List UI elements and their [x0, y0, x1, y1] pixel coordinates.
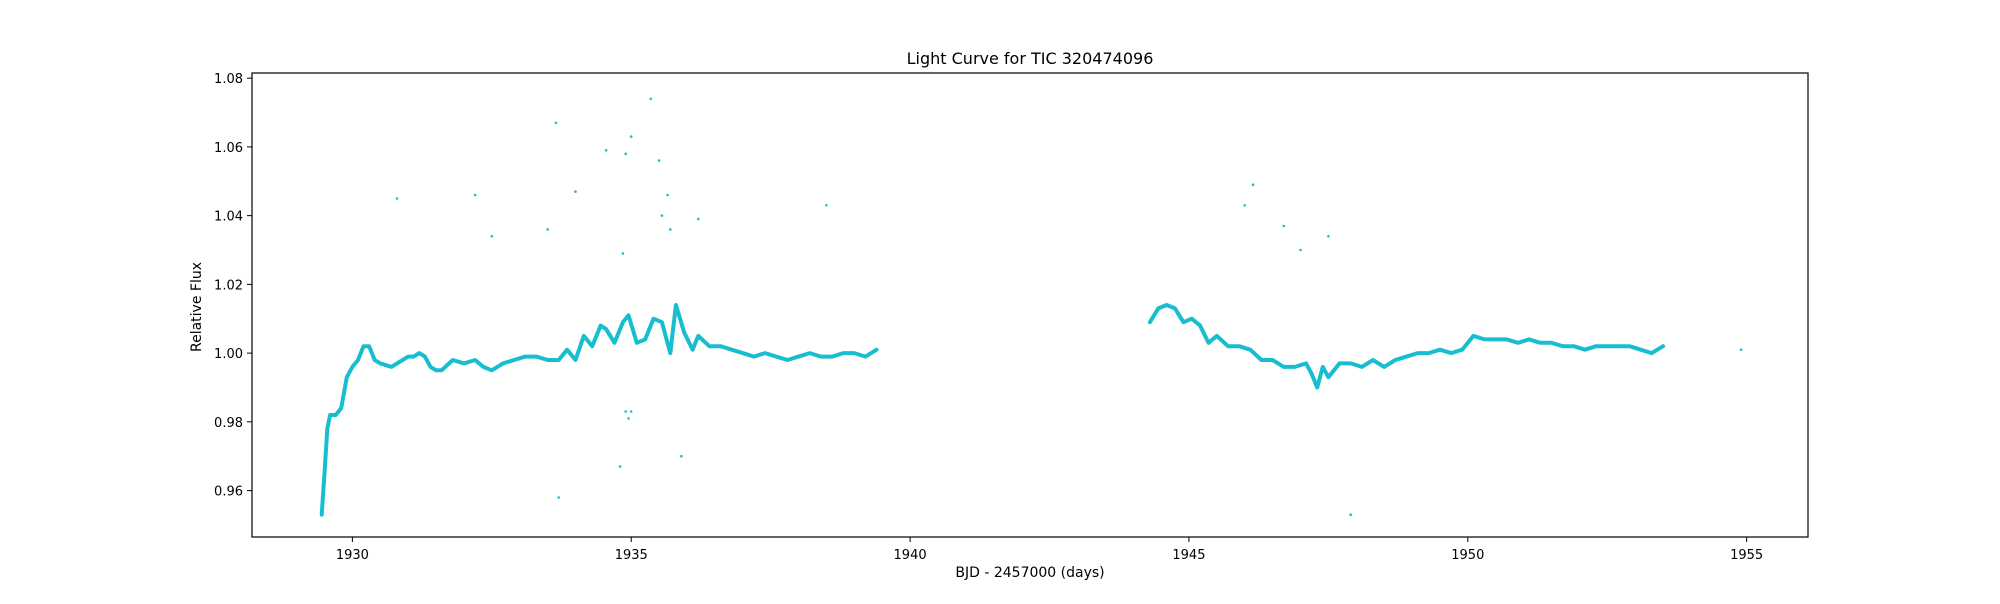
outlier-point	[395, 197, 399, 200]
x-tick-label: 1955	[1730, 548, 1763, 563]
outlier-point	[1739, 348, 1743, 352]
x-tick-label: 1935	[615, 548, 648, 563]
outlier-point	[473, 193, 477, 197]
outlier-point	[1282, 224, 1286, 228]
flux-trace-segment-2	[1147, 303, 1665, 390]
outlier-point	[657, 159, 661, 162]
outlier-point	[1327, 235, 1330, 238]
outlier-point	[1243, 204, 1246, 207]
outlier-point	[1251, 183, 1255, 186]
flux-trace-segment-1	[319, 303, 879, 517]
outlier-point	[490, 235, 494, 238]
outlier-point	[669, 228, 672, 231]
y-tick-label: 1.02	[214, 278, 243, 293]
outlier-point	[666, 193, 669, 197]
outlier-point	[1299, 248, 1302, 252]
outlier-point	[557, 496, 560, 499]
x-tick-label: 1930	[336, 548, 369, 563]
outlier-point	[660, 214, 664, 217]
y-tick-label: 1.08	[214, 72, 243, 87]
outlier-point	[621, 252, 625, 255]
y-axis-label: Relative Flux	[189, 262, 205, 352]
outlier-point	[624, 152, 627, 156]
outlier-point	[627, 417, 630, 420]
outlier-point	[546, 228, 549, 231]
outlier-point	[680, 454, 683, 458]
y-tick-label: 1.06	[214, 141, 243, 156]
x-axis-label: BJD - 2457000 (days)	[955, 565, 1104, 581]
outlier-point	[629, 135, 633, 138]
y-tick-label: 1.04	[214, 210, 243, 225]
data-marks	[319, 97, 1743, 517]
outlier-point	[554, 121, 558, 125]
outlier-point	[604, 149, 608, 152]
y-tick-label: 0.98	[214, 416, 243, 431]
x-tick-label: 1950	[1451, 548, 1484, 563]
outlier-point	[649, 97, 653, 101]
outlier-point	[624, 410, 627, 413]
outlier-point	[1349, 513, 1352, 516]
outlier-point	[696, 217, 700, 221]
plot-frame	[251, 72, 1809, 538]
outlier-point	[825, 204, 828, 207]
axes: 1930 1935 1940 1945 1950 1955 0.96 0.98 1.00 1.02…	[214, 72, 1763, 563]
outlier-point	[618, 465, 622, 468]
y-tick-label: 1.00	[214, 347, 243, 362]
x-tick-label: 1945	[1172, 548, 1205, 563]
outlier-point	[574, 190, 577, 193]
outlier-point	[629, 410, 633, 413]
chart-title: Light Curve for TIC 320474096	[907, 49, 1154, 68]
y-tick-label: 0.96	[214, 485, 243, 500]
x-tick-label: 1940	[894, 548, 927, 563]
